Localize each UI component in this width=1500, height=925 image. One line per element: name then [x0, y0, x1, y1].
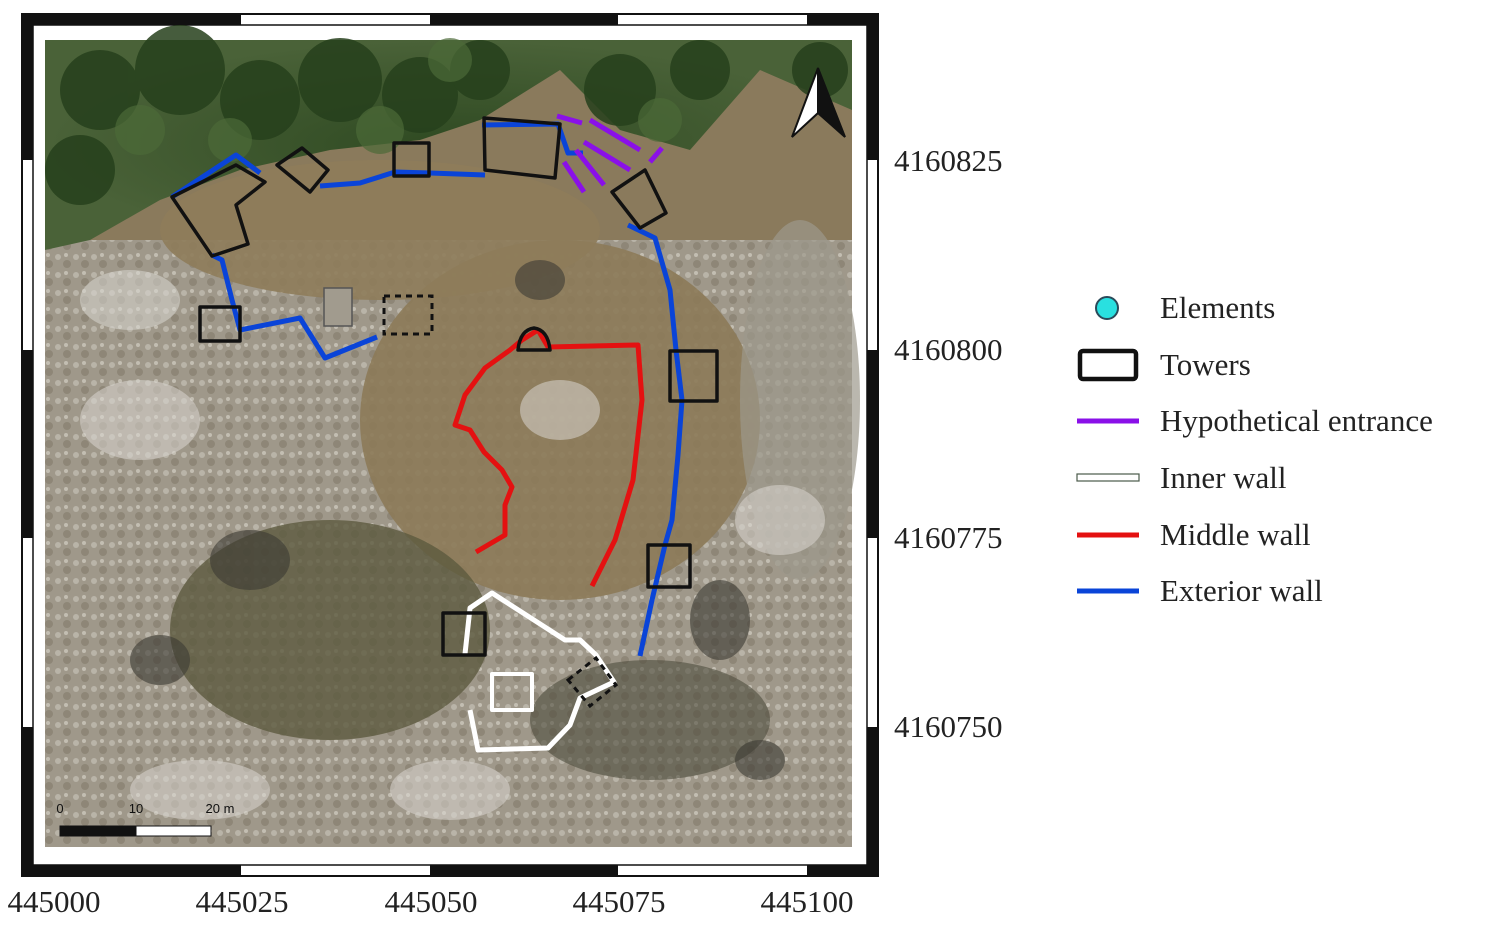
x-tick-label: 445025	[195, 884, 289, 919]
exterior-wall	[170, 121, 685, 657]
y-tick-label: 4160750	[894, 709, 1003, 744]
legend-item-middle-wall: Middle wall	[1072, 506, 1497, 563]
legend-item-elements: Elements	[1072, 280, 1497, 337]
scale-label-20: 20 m	[206, 801, 235, 816]
legend-label: Towers	[1160, 346, 1251, 382]
middle-wall	[452, 327, 645, 588]
structure-west	[323, 287, 353, 327]
y-tick-label: 4160775	[894, 520, 1003, 555]
tower-s	[441, 611, 487, 657]
legend-item-towers: Towers	[1072, 337, 1497, 394]
tower-nw	[170, 163, 267, 258]
tower-ne	[610, 168, 668, 230]
map-legend: Elements Towers Hypothetical entrance In…	[1072, 280, 1497, 620]
scale-label-10: 10	[129, 801, 143, 816]
legend-item-inner-wall: Inner wall	[1072, 450, 1497, 507]
aerial-image	[45, 25, 860, 847]
north-arrow-icon	[791, 67, 846, 138]
x-tick-label: 445050	[384, 884, 478, 919]
tower-middle	[516, 326, 552, 352]
x-tick-label: 445100	[760, 884, 854, 919]
y-tick-label: 4160800	[894, 332, 1003, 367]
tower-w	[198, 305, 242, 343]
legend-line-icon	[1072, 515, 1142, 555]
y-tick-label: 4160825	[894, 143, 1003, 178]
x-tick-label: 445075	[572, 884, 666, 919]
legend-outline-line-icon	[1072, 458, 1142, 498]
legend-line-icon	[1072, 401, 1142, 441]
legend-item-hypothetical-entrance: Hypothetical entrance	[1072, 393, 1497, 450]
tower-n1	[275, 146, 330, 194]
legend-circle-icon	[1072, 288, 1142, 328]
x-tick-label: 445000	[7, 884, 101, 919]
legend-label: Inner wall	[1160, 460, 1287, 496]
scale-bar: 0 10 20 m	[56, 801, 235, 837]
tower-n3	[482, 116, 562, 180]
legend-line-icon	[1072, 571, 1142, 611]
tower-e2	[646, 543, 692, 589]
tower-e1	[668, 349, 719, 403]
tower-n2	[392, 141, 431, 178]
legend-rect-icon	[1072, 345, 1142, 385]
hypothetical-entrance	[556, 113, 664, 194]
scale-label-0: 0	[56, 801, 63, 816]
hypothetical-towers	[382, 294, 619, 709]
legend-label: Hypothetical entrance	[1160, 403, 1433, 439]
legend-label: Elements	[1160, 290, 1276, 326]
legend-item-exterior-wall: Exterior wall	[1072, 563, 1497, 620]
legend-label: Middle wall	[1160, 516, 1311, 552]
legend-label: Exterior wall	[1160, 573, 1323, 609]
towers	[170, 116, 719, 657]
